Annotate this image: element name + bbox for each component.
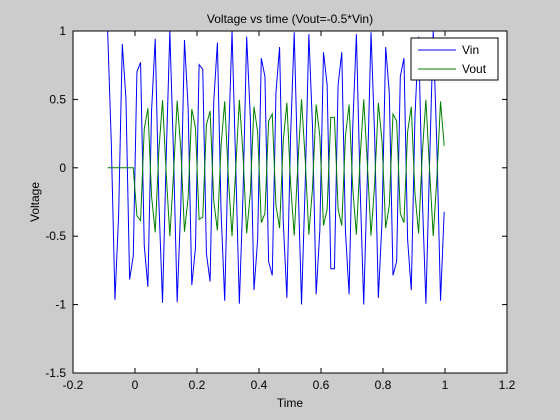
y-axis-label: Voltage: [28, 182, 42, 222]
x-tick-label: 0.4: [251, 378, 268, 392]
legend-label-vin: Vin: [462, 43, 479, 57]
y-tick-label: 0: [59, 161, 66, 175]
series-line-vin: [107, 30, 445, 305]
data-layer: [107, 30, 445, 305]
legend: Vin Vout: [410, 37, 499, 81]
legend-label-vout: Vout: [462, 62, 487, 76]
chart-title: Voltage vs time (Vout=-0.5*Vin): [207, 12, 373, 26]
x-tick-label: 0.2: [189, 378, 206, 392]
y-tick-label: -1: [55, 298, 66, 312]
tick-layer: -0.2 0 0.2 0.4 0.6 0.8 1 1.2 -1.5 -1 -0.5 0 0.5 1: [45, 24, 515, 392]
axes-background: [73, 31, 507, 373]
x-tick-label: 0.8: [375, 378, 392, 392]
x-axis-label: Time: [277, 396, 304, 410]
y-tick-label: 0.5: [49, 92, 66, 106]
x-tick-label: 0: [132, 378, 139, 392]
x-tick-label: 0.6: [313, 378, 330, 392]
legend-box: [410, 37, 499, 81]
x-tick-label: -0.2: [63, 378, 84, 392]
y-tick-label: -1.5: [45, 366, 66, 380]
x-tick-label: 1: [442, 378, 449, 392]
y-tick-label: 1: [59, 24, 66, 38]
y-tick-label: -0.5: [45, 229, 66, 243]
series-line-vout: [107, 99, 445, 237]
x-tick-label: 1.2: [499, 378, 516, 392]
axes-frame: [72, 30, 508, 374]
